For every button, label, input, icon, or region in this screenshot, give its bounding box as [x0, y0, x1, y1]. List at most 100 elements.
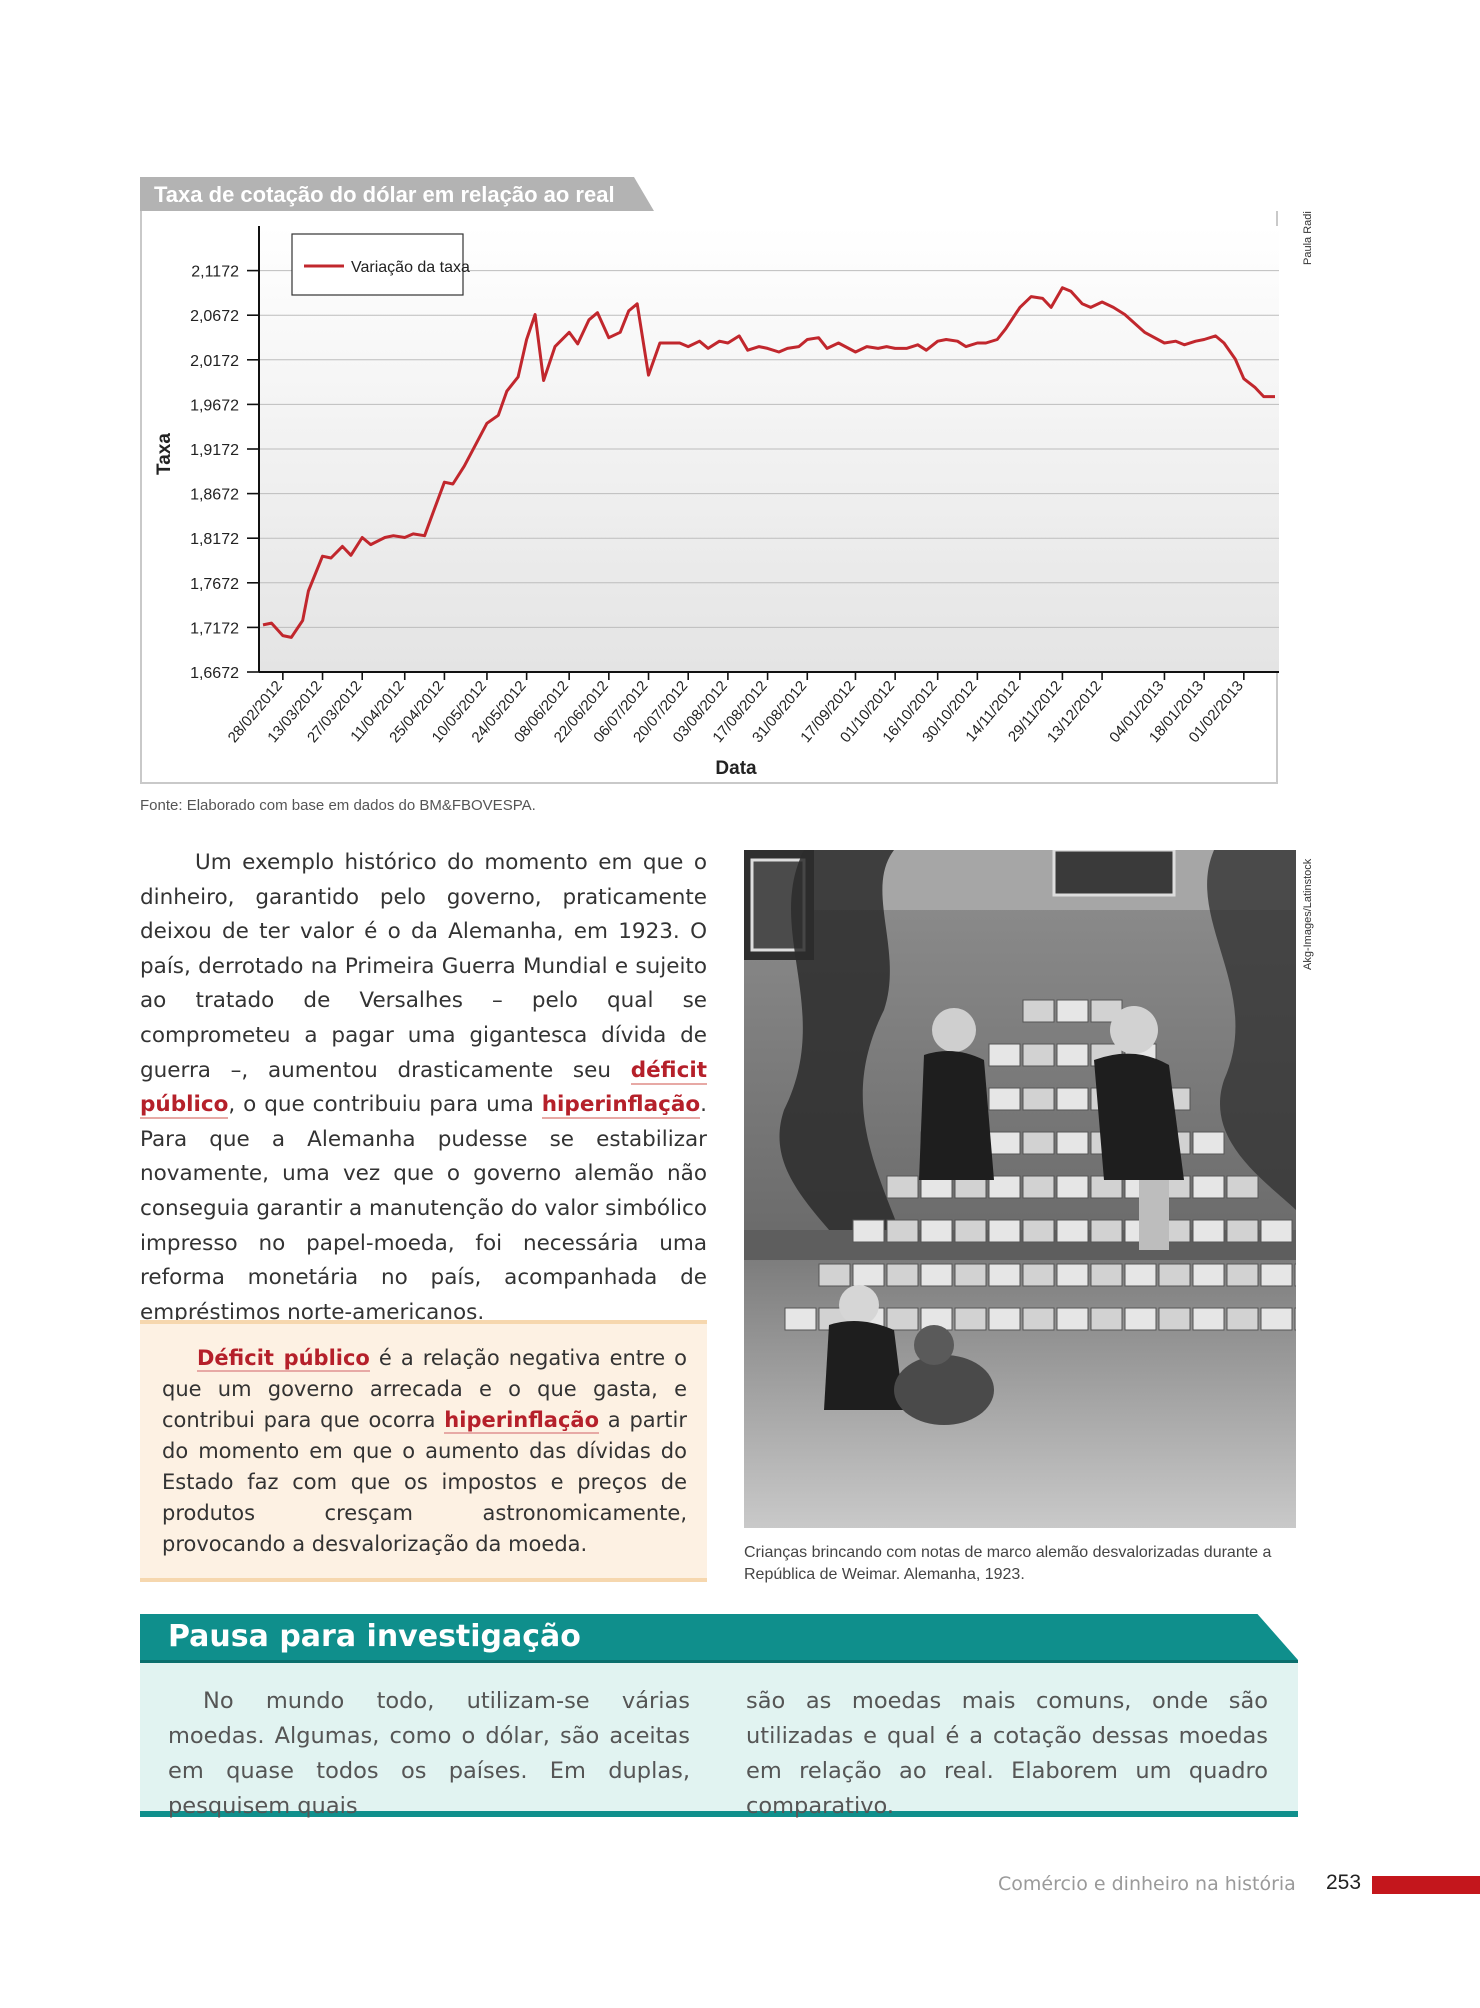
photo-caption: Crianças brincando com notas de marco al… — [744, 1544, 1272, 1583]
banknote-bundle — [1226, 1175, 1259, 1199]
banknote-bundle — [1056, 1131, 1089, 1155]
banknote-bundle — [1124, 1263, 1157, 1287]
y-axis-title: Taxa — [154, 433, 175, 475]
banknote-bundle — [852, 1263, 885, 1287]
y-tick-label: 1,7172 — [190, 620, 239, 637]
banknote-bundle — [1158, 1263, 1191, 1287]
banknote-bundle — [1226, 1263, 1259, 1287]
pausa-title: Pausa para investigação — [168, 1619, 581, 1654]
page-color-bar — [1372, 1876, 1480, 1894]
banknote-bundle — [886, 1307, 919, 1331]
para-text-2: , o que contribuiu para uma — [228, 1092, 542, 1118]
banknote-bundle — [886, 1175, 919, 1199]
banknote-bundle — [1192, 1131, 1225, 1155]
banknote-bundle — [1192, 1263, 1225, 1287]
banknote-bundle — [988, 1131, 1021, 1155]
banknote-bundle — [1260, 1307, 1293, 1331]
photo-credit: Akg-Images/Latinstock — [1302, 858, 1314, 970]
banknote-bundle — [988, 1307, 1021, 1331]
x-axis-title: Data — [715, 758, 757, 779]
axes — [247, 226, 1279, 680]
banknote-bundle — [1226, 1219, 1259, 1243]
def-term-deficit-publico: Déficit público — [197, 1346, 370, 1372]
banknote-bundle — [1090, 1219, 1123, 1243]
banknote-bundle — [1022, 1087, 1055, 1111]
y-tick-label: 1,8172 — [190, 531, 239, 548]
y-tick-label: 1,9172 — [190, 442, 239, 459]
main-paragraph: Um exemplo histórico do momento em que o… — [140, 846, 707, 1330]
legend: Variação da taxa — [291, 233, 470, 296]
historical-photo — [744, 850, 1296, 1528]
def-text-2: a partir do momento em que o aumento das… — [162, 1408, 687, 1556]
term-deficit-publico[interactable]: déficit público — [140, 1057, 707, 1120]
banknote-bundle — [988, 1043, 1021, 1067]
banknote-bundle — [1022, 1219, 1055, 1243]
banknote-bundle — [1056, 1219, 1089, 1243]
banknote-bundle — [988, 1219, 1021, 1243]
chart-credit: Paula Radi — [1302, 211, 1314, 265]
banknote-bundle — [1090, 1307, 1123, 1331]
banknote-bundle — [1192, 1307, 1225, 1331]
banknote-bundle — [886, 1263, 919, 1287]
banknote-bundle — [954, 1219, 987, 1243]
y-tick-label: 2,0172 — [190, 353, 239, 370]
pausa-bottom-rule — [140, 1811, 1298, 1817]
banknote-bundle — [1056, 1087, 1089, 1111]
banknote-bundle — [1056, 1263, 1089, 1287]
banknote-bundle — [1022, 1131, 1055, 1155]
banknote-bundle — [1022, 1043, 1055, 1067]
def-term-hiperinflacao: hiperinflação — [444, 1408, 600, 1434]
banknote-bundle — [1192, 1219, 1225, 1243]
pausa-header-bar — [140, 1614, 1298, 1660]
chapter-title: Comércio e dinheiro na história — [998, 1873, 1296, 1895]
banknote-bundle — [1294, 1307, 1296, 1331]
banknote-bundle — [920, 1263, 953, 1287]
banknote-bundle — [1260, 1219, 1293, 1243]
banknote-bundle — [1056, 999, 1089, 1023]
banknote-bundle — [1158, 1307, 1191, 1331]
children — [824, 1006, 1184, 1425]
banknote-bundle — [886, 1219, 919, 1243]
y-tick-label: 2,0672 — [190, 308, 239, 325]
banknote-bundle — [1056, 1175, 1089, 1199]
banknote-bundle — [1260, 1263, 1293, 1287]
banknote-bundle — [1056, 1307, 1089, 1331]
term-hiperinflacao[interactable]: hiperinflação — [541, 1092, 701, 1120]
definition-text: Déficit público é a relação negativa ent… — [162, 1343, 687, 1560]
y-tick-label: 1,6672 — [190, 665, 239, 682]
banknote-bundle — [1022, 1263, 1055, 1287]
banknote-bundle — [1022, 1175, 1055, 1199]
banknote-bundle — [1022, 1307, 1055, 1331]
y-tick-labels: 2,1172 2,0672 2,0172 1,9672 1,9172 1,8672 1,81… — [190, 264, 239, 682]
banknote-bundle — [1056, 1043, 1089, 1067]
banknote-bundle — [954, 1307, 987, 1331]
definition-box — [140, 1320, 707, 1582]
pausa-body — [140, 1663, 1298, 1815]
banknote-bundle — [1192, 1175, 1225, 1199]
banknote-bundle — [852, 1219, 885, 1243]
line-chart: 2,1172 2,0672 2,0172 1,9672 1,9172 1,8672 1,81… — [154, 226, 1279, 779]
banknote-bundle — [1124, 1307, 1157, 1331]
series-line-variacao-da-taxa — [262, 286, 1275, 639]
banknote-bundle — [988, 1263, 1021, 1287]
ivy — [779, 850, 914, 1270]
banknote-bundle — [818, 1263, 851, 1287]
banknote-bundle — [988, 1087, 1021, 1111]
pausa-text-left: No mundo todo, utilizam-se várias moedas… — [168, 1688, 690, 1819]
banknote-bundle — [988, 1175, 1021, 1199]
legend-label: Variação da taxa — [351, 259, 470, 276]
banknote-bundle — [1090, 1263, 1123, 1287]
page-number: 253 — [1326, 1871, 1362, 1894]
x-tick-labels: 28/02/201213/03/201227/03/201211/04/2012… — [225, 678, 1247, 746]
para-text-1: Um exemplo histórico do momento em que o… — [140, 850, 707, 1083]
banknote-bundle — [954, 1263, 987, 1287]
banknote-bundle — [1226, 1307, 1259, 1331]
banknote-bundle — [1294, 1263, 1296, 1287]
banknote-bundle — [784, 1307, 817, 1331]
y-tick-label: 1,7672 — [190, 576, 239, 593]
y-tick-label: 1,9672 — [190, 397, 239, 414]
chart-title: Taxa de cotação do dólar em relação ao r… — [140, 177, 655, 212]
photo-illustration — [744, 850, 1296, 1528]
def-text-1: é a relação negativa entre o que um gove… — [162, 1346, 687, 1432]
pausa-header-shadow — [140, 1660, 1298, 1663]
